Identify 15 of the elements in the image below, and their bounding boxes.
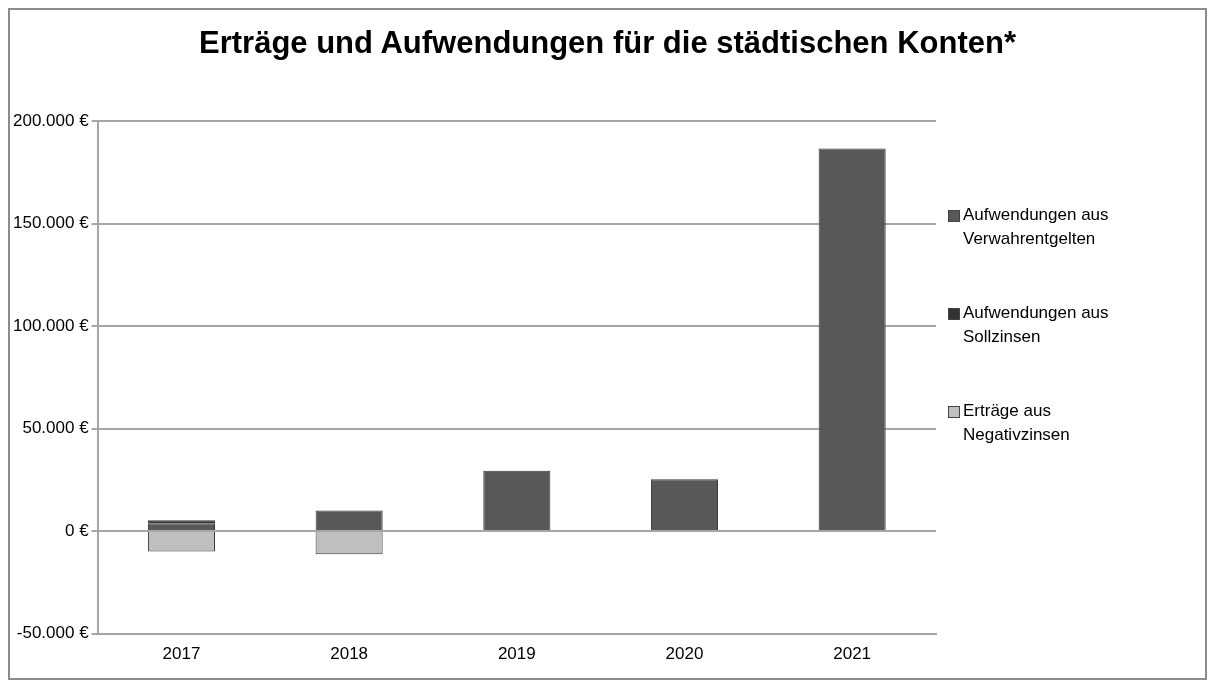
chart-title: Erträge und Aufwendungen für die städtischen Konten* [198,24,1017,62]
legend-label: Aufwendungen aus Sollzinsen [963,302,1110,348]
x-tick-label: 2020 [665,644,704,664]
x-tick-label: 2018 [330,644,369,664]
y-tick-label: 0 € [64,520,90,540]
x-tick-label: 2019 [497,644,536,664]
y-tick-label: 100.000 € [12,315,90,335]
x-tick-label: 2021 [833,644,872,664]
y-tick-label: -50.000 € [16,623,90,643]
y-tick-label: 50.000 € [22,418,90,438]
y-tick-label: 200.000 € [12,110,90,130]
legend-label: Erträge aus Negativzinsen [963,400,1071,446]
legend-label: Aufwendungen aus Verwahrentgelten [963,204,1110,250]
y-tick-label: 150.000 € [12,213,90,233]
x-tick-label: 2017 [162,644,201,664]
